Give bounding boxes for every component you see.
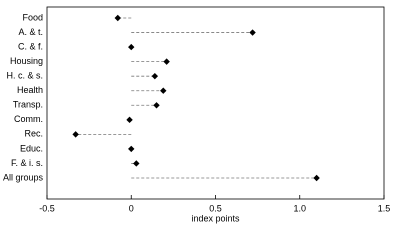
y-tick-label: Health bbox=[17, 85, 43, 95]
y-tick-label: H. c. & s. bbox=[6, 71, 43, 81]
x-tick-label: 0.5 bbox=[209, 203, 222, 213]
x-tick-label: 1.5 bbox=[378, 203, 391, 213]
x-tick-label: 0 bbox=[129, 203, 134, 213]
chart: index points -0.5 0 0.5 1.0 1.5 Food A. & t. C.… bbox=[3, 6, 391, 223]
x-tick-label: 1.0 bbox=[293, 203, 306, 213]
x-axis-title: index points bbox=[191, 213, 240, 223]
dot bbox=[163, 58, 170, 65]
dot bbox=[153, 102, 160, 109]
dot bbox=[128, 145, 135, 153]
y-tick-label: C. & f. bbox=[18, 41, 43, 51]
dot bbox=[72, 131, 79, 138]
dot bbox=[249, 29, 256, 36]
dot bbox=[126, 116, 133, 124]
y-tick-label: Comm. bbox=[14, 114, 43, 124]
dot bbox=[114, 14, 121, 22]
y-tick-label: Educ. bbox=[20, 143, 43, 153]
y-tick-label: All groups bbox=[3, 172, 44, 182]
dot bbox=[151, 72, 159, 80]
dot bbox=[313, 174, 320, 182]
dot bbox=[133, 160, 140, 167]
y-tick-label: F. & i. s. bbox=[11, 158, 43, 168]
plot-frame bbox=[46, 6, 385, 200]
y-tick-label: A. & t. bbox=[18, 27, 43, 37]
dot bbox=[160, 87, 167, 94]
y-tick-label: Rec. bbox=[24, 129, 43, 139]
y-tick-label: Housing bbox=[10, 56, 43, 66]
y-tick-label: Transp. bbox=[13, 100, 43, 110]
y-tick-label: Food bbox=[22, 12, 43, 22]
dot bbox=[128, 43, 135, 51]
x-tick-label: -0.5 bbox=[39, 203, 55, 213]
